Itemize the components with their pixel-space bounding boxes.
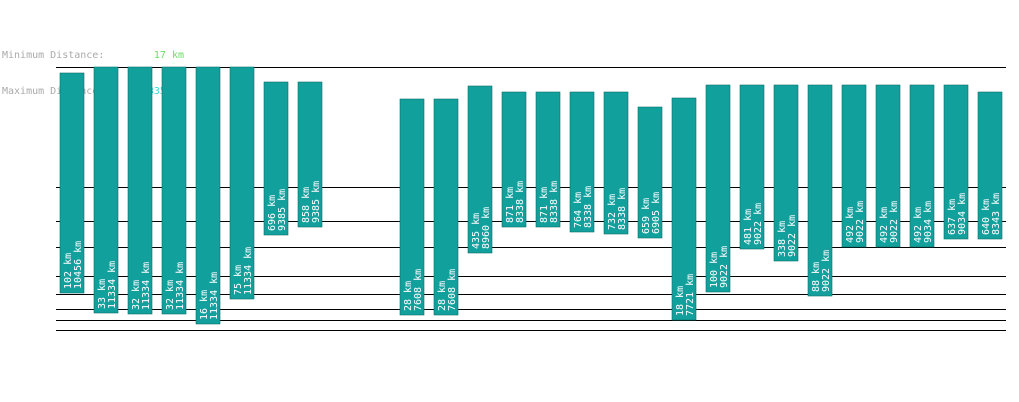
bar-min-label: 492 km [913,207,924,243]
bar-min-label: 28 km [437,281,448,311]
bar-max-label: 10456 km [73,241,84,289]
bar-min-label: 435 km [471,213,482,249]
bar-max-label: 11334 km [107,261,118,309]
bar-min-label: 732 km [607,194,618,230]
bar-max-label: 9034 km [923,201,934,243]
distance-bar [399,98,425,316]
distance-bar [569,91,595,233]
distance-bar [501,91,527,228]
bar-max-label: 8338 km [583,186,594,228]
distance-bar [807,84,833,297]
bar-max-label: 9034 km [957,193,968,235]
bar-min-label: 858 km [301,187,312,223]
distance-bar [433,98,459,316]
bar-min-label: 75 km [233,265,244,295]
distance-bar [637,106,663,239]
bar-min-label: 492 km [879,207,890,243]
bar-min-label: 28 km [403,281,414,311]
distance-bar [467,85,493,254]
bar-max-label: 8343 km [991,193,1002,235]
distance-bar [875,84,901,248]
bar-max-label: 7608 km [447,269,458,311]
distance-bar [263,81,289,236]
bar-max-label: 6905 km [651,192,662,234]
bar-min-label: 659 km [641,198,652,234]
distance-bar [603,91,629,235]
distance-bar [977,91,1003,240]
bar-max-label: 8338 km [549,181,560,223]
bar-min-label: 637 km [947,199,958,235]
bar-max-label: 9022 km [787,215,798,257]
bar-min-label: 100 km [709,252,720,288]
distance-bar [297,81,323,228]
bar-min-label: 640 km [981,199,992,235]
bar-max-label: 11334 km [209,272,220,320]
bar-min-label: 32 km [131,280,142,310]
distance-bar [229,66,255,300]
bar-max-label: 9022 km [821,250,832,292]
distance-bar [739,84,765,250]
distance-bar [909,84,935,248]
min-distance-value: 17 km [153,50,184,61]
distance-bar [127,66,153,315]
bar-max-label: 8338 km [617,188,628,230]
distance-bar [773,84,799,262]
bar-min-label: 338 km [777,221,788,257]
distance-bar [535,91,561,228]
bar-min-label: 764 km [573,192,584,228]
bar-min-label: 481 km [743,209,754,245]
min-distance-label: Minimum Distance: [2,50,105,61]
bar-max-label: 9022 km [855,201,866,243]
min-distance-row: Minimum Distance: 17 km [2,50,184,62]
bar-min-label: 871 km [505,187,516,223]
bar-max-label: 9385 km [277,189,288,231]
bar-min-label: 696 km [267,195,278,231]
bar-min-label: 32 km [165,280,176,310]
bar-min-label: 16 km [199,290,210,320]
distance-bar [671,97,697,321]
bar-min-label: 492 km [845,207,856,243]
distance-bar [943,84,969,240]
bar-min-label: 871 km [539,187,550,223]
bar-max-label: 9385 km [311,181,322,223]
bar-max-label: 9022 km [719,246,730,288]
bar-min-label: 88 km [811,262,822,292]
bar-max-label: 11334 km [243,247,254,295]
distance-bar [841,84,867,248]
distance-bar [195,66,221,325]
bar-max-label: 7721 km [685,274,696,316]
distance-bar [59,72,85,294]
bar-max-label: 7608 km [413,269,424,311]
bar-max-label: 11334 km [141,262,152,310]
bar-max-label: 9022 km [753,203,764,245]
bar-max-label: 8338 km [515,181,526,223]
bar-min-label: 18 km [675,286,686,316]
distance-bar [161,66,187,315]
bar-max-label: 9022 km [889,201,900,243]
bar-max-label: 8960 km [481,207,492,249]
distance-bar [93,66,119,314]
bar-max-label: 11334 km [175,262,186,310]
bar-min-label: 102 km [63,253,74,289]
bar-min-label: 33 km [97,279,108,309]
distance-bar [705,84,731,293]
